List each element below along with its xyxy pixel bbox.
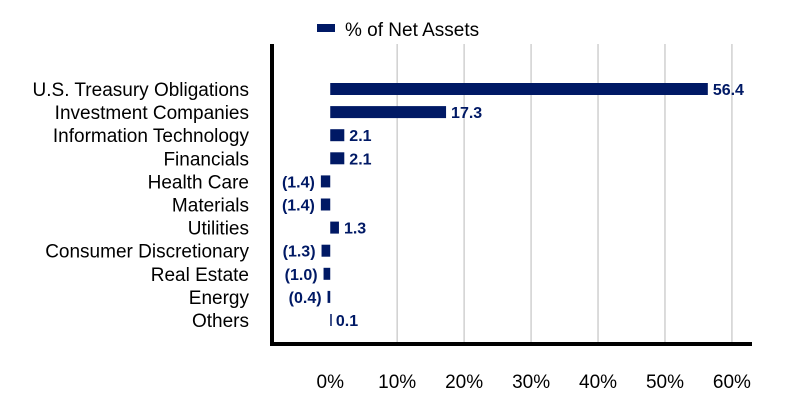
value-labels: 56.4 17.3 2.1 2.1 (1.4) (1.4) 1.3 (1.3) (1.0) (0.…: [282, 82, 744, 330]
x-tick-label: 60%: [713, 372, 751, 393]
category-label: Financials: [163, 149, 249, 170]
x-tick-label: 50%: [646, 372, 684, 393]
category-label: Energy: [189, 288, 250, 309]
x-tick-label: 20%: [445, 372, 483, 393]
legend-swatch: [317, 24, 335, 32]
category-label: U.S. Treasury Obligations: [33, 80, 249, 101]
category-label: Others: [192, 311, 249, 332]
bars: [320, 83, 708, 326]
data-label: (1.3): [283, 244, 316, 261]
data-label: 17.3: [451, 105, 482, 122]
x-tick-label: 0%: [317, 372, 345, 393]
category-label: Materials: [172, 196, 249, 217]
bar: [320, 198, 331, 211]
data-label: (0.4): [289, 290, 322, 307]
category-label: Real Estate: [151, 265, 249, 286]
data-label: (1.4): [282, 174, 315, 191]
bar: [330, 221, 339, 234]
bar: [321, 244, 331, 257]
category-label: Utilities: [188, 219, 249, 240]
axes: [270, 44, 752, 346]
bar: [327, 290, 331, 303]
bar: [330, 314, 332, 326]
data-label: (1.0): [285, 267, 318, 284]
bar: [330, 129, 345, 142]
bar: [320, 175, 331, 188]
bar: [323, 267, 331, 280]
category-label: Information Technology: [53, 126, 250, 147]
x-tick-label: 40%: [579, 372, 617, 393]
x-tick-label: 10%: [378, 372, 416, 393]
data-label: 0.1: [336, 313, 358, 330]
bar: [330, 83, 708, 95]
data-label: 2.1: [349, 128, 371, 145]
x-tick-labels: 0% 10% 20% 30% 40% 50% 60%: [317, 372, 752, 393]
bar: [330, 152, 345, 165]
category-label: Investment Companies: [55, 103, 249, 124]
data-label: (1.4): [282, 198, 315, 215]
category-label: Consumer Discretionary: [45, 242, 249, 263]
category-label: Health Care: [148, 172, 249, 193]
x-tick-label: 30%: [512, 372, 550, 393]
legend: % of Net Assets: [317, 20, 479, 41]
data-label: 2.1: [349, 151, 371, 168]
data-label: 56.4: [713, 82, 744, 99]
legend-label: % of Net Assets: [345, 20, 479, 41]
bar: [330, 106, 447, 119]
data-label: 1.3: [344, 221, 366, 238]
